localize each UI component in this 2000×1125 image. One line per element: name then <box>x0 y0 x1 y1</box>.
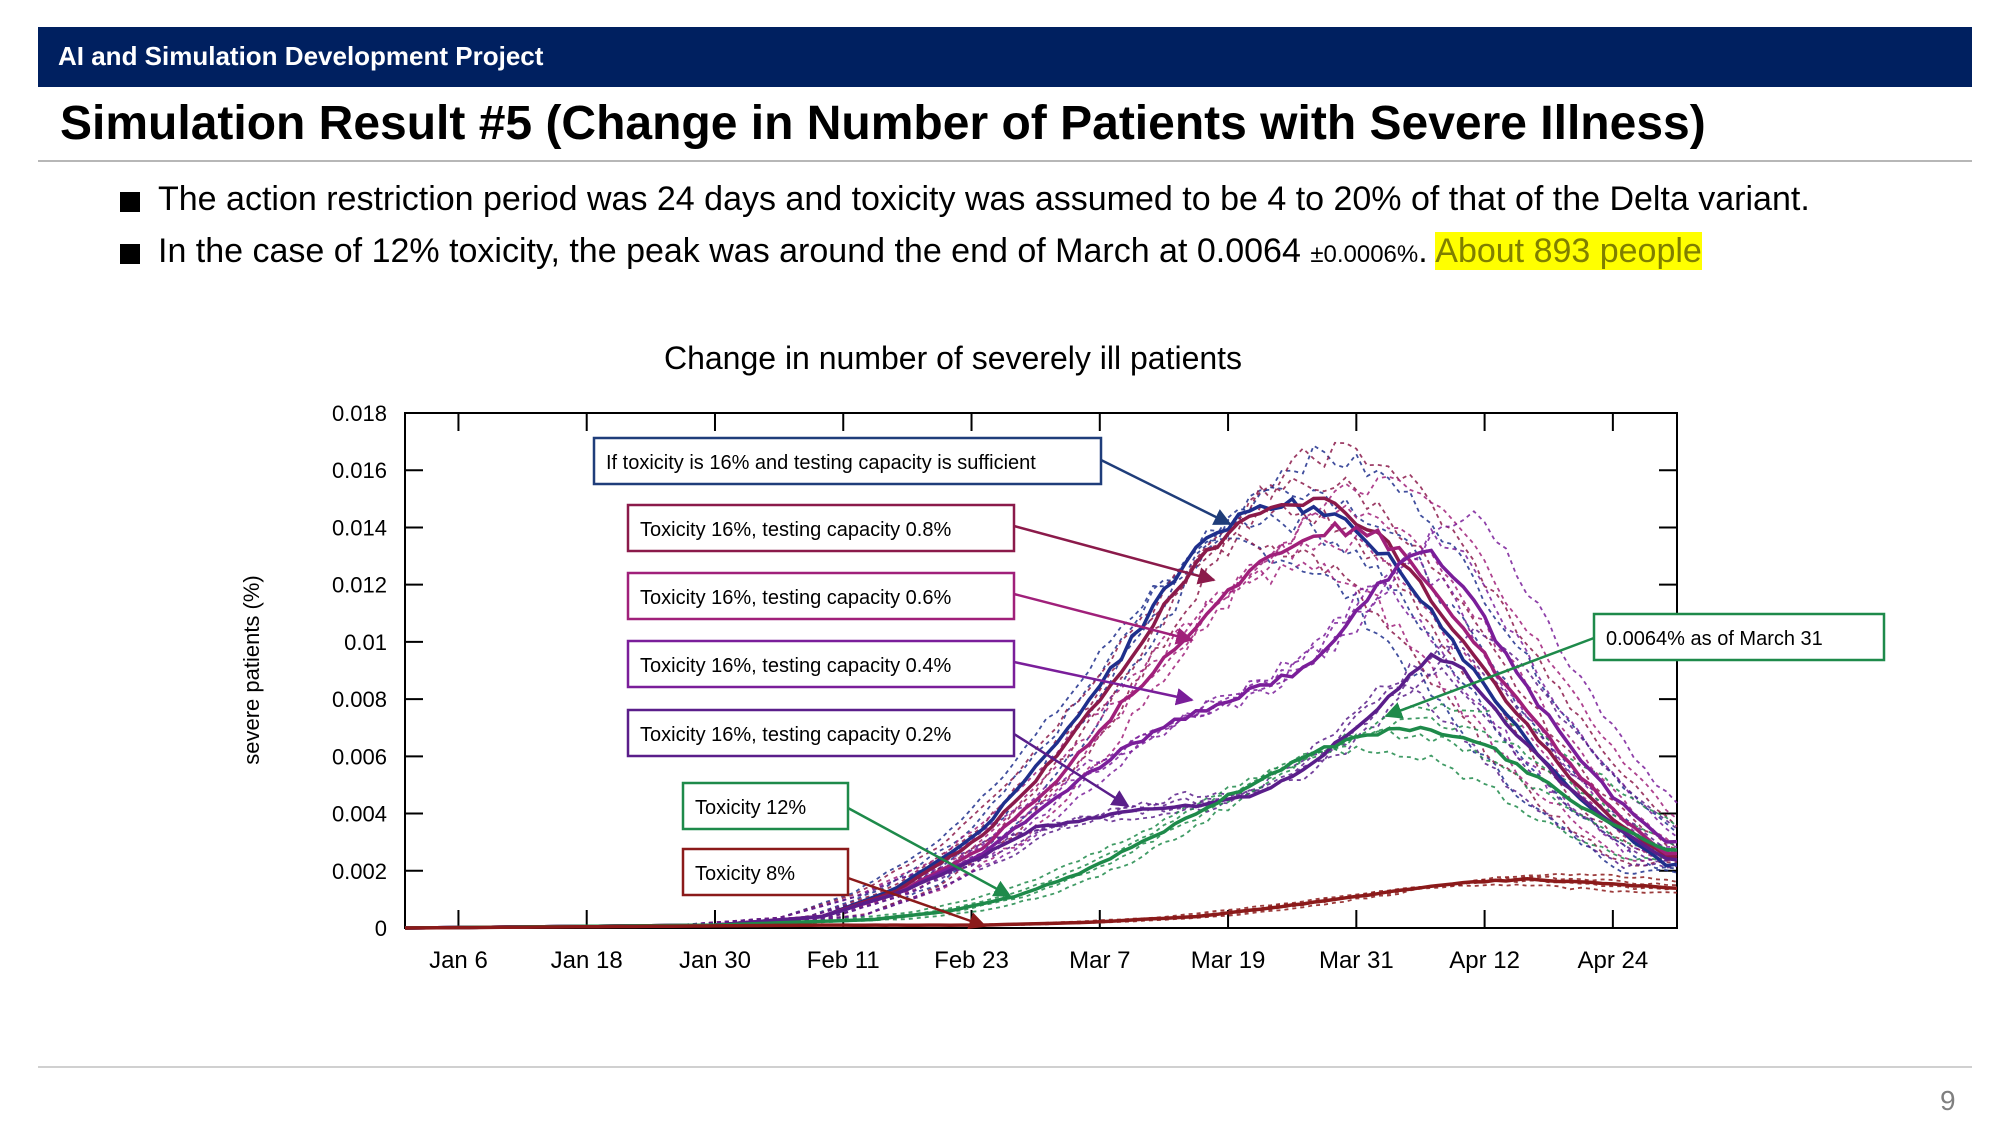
annotation-label: Toxicity 16%, testing capacity 0.2% <box>640 724 951 746</box>
series-run-line <box>404 745 1678 929</box>
series-run-line <box>404 555 1678 929</box>
series-run-line <box>404 510 1678 929</box>
y-tick-label: 0.01 <box>344 630 387 655</box>
header-bar: AI and Simulation Development Project <box>38 27 1972 87</box>
bullet-list: The action restriction period was 24 day… <box>118 180 1978 284</box>
title-divider <box>38 160 1972 162</box>
project-title: AI and Simulation Development Project <box>58 41 544 71</box>
annotation-label: Toxicity 16%, testing capacity 0.8% <box>640 519 951 541</box>
annotation-box <box>1592 612 1886 662</box>
annotation-label: 0.0064% as of March 31 <box>1606 628 1823 650</box>
x-tick-label: Jan 30 <box>679 947 751 974</box>
y-tick-label: 0.006 <box>332 744 387 769</box>
series-run-line <box>404 728 1678 929</box>
highlighted-people-count: About 893 people <box>1435 232 1702 270</box>
annotation-label: Toxicity 16%, testing capacity 0.4% <box>640 655 951 677</box>
bullet-tolerance: ±0.0006% <box>1310 241 1419 268</box>
annotation-arrow <box>1013 524 1216 585</box>
series-run-line <box>405 486 1678 929</box>
series-run-line <box>404 681 1678 929</box>
x-tick-label: Feb 11 <box>807 947 880 974</box>
annotation-arrow <box>847 876 987 930</box>
footer-divider <box>38 1066 1972 1068</box>
series-run-line <box>405 475 1678 929</box>
annotation-box <box>626 708 1016 758</box>
annotation-label: Toxicity 16%, testing capacity 0.6% <box>640 587 951 609</box>
series-run-line <box>405 504 1678 929</box>
y-tick-label: 0.014 <box>332 515 387 540</box>
x-tick-label: Mar 31 <box>1319 947 1394 974</box>
series-run-line <box>405 510 1678 929</box>
annotation-box <box>626 639 1016 689</box>
series-run-line <box>404 503 1678 929</box>
square-bullet-icon <box>120 244 140 264</box>
x-tick-label: Jan 18 <box>551 947 623 974</box>
series-run-line <box>405 883 1678 929</box>
series-run-line <box>405 441 1678 929</box>
annotation-arrow <box>1013 660 1194 706</box>
annotation-label: If toxicity is 16% and testing capacity … <box>606 452 1036 474</box>
plot-frame <box>404 412 1678 929</box>
square-bullet-icon <box>120 192 140 212</box>
x-tick-label: Mar 7 <box>1069 947 1130 974</box>
annotation-arrow <box>1100 458 1232 526</box>
series-run-line <box>405 527 1678 929</box>
y-axis-label: severe patients (%) <box>239 575 264 765</box>
bullet-text: In the case of 12% toxicity, the peak wa… <box>158 232 1702 271</box>
series-run-line <box>404 561 1678 929</box>
series-run-line <box>405 444 1678 929</box>
series-mean-line <box>404 876 1678 930</box>
annotation-arrow <box>1013 592 1194 645</box>
y-tick-label: 0 <box>375 916 387 941</box>
annotation-arrow <box>1384 636 1595 719</box>
y-tick-label: 0.008 <box>332 687 387 712</box>
x-tick-label: Apr 24 <box>1578 947 1649 974</box>
y-tick-label: 0.018 <box>332 401 387 426</box>
bullet-text-part: In the case of 12% toxicity, the peak wa… <box>158 232 1311 270</box>
annotation-arrow <box>847 806 1012 898</box>
annotation-label: Toxicity 12% <box>695 797 806 819</box>
annotation-box <box>626 503 1016 553</box>
bullet-text-part: . <box>1418 232 1436 270</box>
annotation-box <box>681 781 850 831</box>
series-run-line <box>404 581 1678 929</box>
x-tick-label: Feb 23 <box>934 947 1009 974</box>
series-run-line <box>405 702 1678 929</box>
annotation-label: Toxicity 8% <box>695 863 795 885</box>
bullet-item: In the case of 12% toxicity, the peak wa… <box>118 232 1978 284</box>
y-tick-label: 0.012 <box>332 573 387 598</box>
x-tick-label: Jan 6 <box>429 947 488 974</box>
annotation-box <box>592 436 1103 486</box>
y-tick-label: 0.016 <box>332 458 387 483</box>
bullet-text: The action restriction period was 24 day… <box>158 180 1810 218</box>
chart-title: Change in number of severely ill patient… <box>664 340 1242 376</box>
series-run-line <box>404 533 1677 929</box>
bullet-item: The action restriction period was 24 day… <box>118 180 1978 232</box>
annotation-layer: If toxicity is 16% and testing capacity … <box>592 436 1886 930</box>
annotation-box <box>681 847 850 897</box>
series-run-line <box>404 534 1678 929</box>
x-tick-label: Mar 19 <box>1191 947 1266 974</box>
page-number: 9 <box>1940 1085 1956 1116</box>
series-run-line <box>405 476 1678 929</box>
y-tick-label: 0.002 <box>332 859 387 884</box>
annotation-arrow <box>1013 732 1130 808</box>
series-run-line <box>404 537 1678 929</box>
plot-area: 0 0.002 0.004 0.006 0.008 0.01 0.012 0.014 0.016… <box>332 401 1678 974</box>
slide-title: Simulation Result #5 (Change in Number o… <box>60 97 1706 150</box>
annotation-box <box>626 571 1016 621</box>
series-mean-line <box>404 548 1678 930</box>
x-tick-label: Apr 12 <box>1449 947 1520 974</box>
y-tick-label: 0.004 <box>332 802 387 827</box>
